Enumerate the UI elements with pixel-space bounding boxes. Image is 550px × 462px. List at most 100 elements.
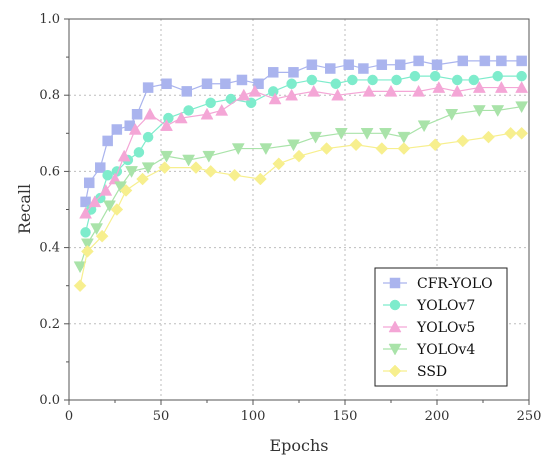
data-point xyxy=(409,70,421,82)
data-point xyxy=(268,92,282,105)
data-point xyxy=(334,128,348,140)
x-tick-label: 0 xyxy=(65,409,73,424)
data-point xyxy=(431,59,443,70)
y-tick-label: 0.8 xyxy=(39,88,60,103)
data-point xyxy=(183,105,194,116)
series-line xyxy=(84,60,522,202)
data-point xyxy=(237,88,251,101)
data-point xyxy=(292,149,306,163)
data-point xyxy=(200,107,214,120)
data-point xyxy=(158,161,172,174)
data-point xyxy=(131,109,143,120)
data-point xyxy=(450,84,464,97)
data-point xyxy=(133,147,145,158)
legend-label: YOLOv5 xyxy=(416,320,475,336)
data-point xyxy=(163,112,174,124)
data-point xyxy=(391,74,402,86)
x-axis-label: Epochs xyxy=(269,436,328,455)
legend-item: YOLOv4 xyxy=(383,342,475,358)
data-point xyxy=(394,59,406,70)
data-point xyxy=(472,81,486,93)
data-point xyxy=(432,81,446,93)
series-layer xyxy=(73,55,529,293)
data-point xyxy=(306,74,318,86)
series-ssd xyxy=(73,126,528,293)
data-point xyxy=(108,172,122,185)
data-point xyxy=(504,126,517,140)
y-tick-label: 1.0 xyxy=(39,12,60,27)
data-point xyxy=(320,142,333,155)
data-point xyxy=(81,245,94,258)
data-point xyxy=(79,206,92,219)
series-yolov5 xyxy=(79,81,529,219)
data-point xyxy=(125,166,138,178)
data-point xyxy=(358,63,369,74)
data-point xyxy=(272,157,286,171)
data-point xyxy=(397,131,411,144)
data-point xyxy=(161,78,172,90)
data-point xyxy=(479,55,491,67)
data-point xyxy=(254,172,267,186)
data-point xyxy=(367,74,378,86)
legend-item: CFR-YOLO xyxy=(383,276,493,292)
data-point xyxy=(285,88,299,101)
data-point xyxy=(516,70,527,82)
data-point xyxy=(88,195,102,208)
data-point xyxy=(225,93,237,105)
data-point xyxy=(80,238,94,251)
legend-label: CFR-YOLO xyxy=(417,276,493,292)
x-tick-label: 50 xyxy=(153,409,170,424)
data-point xyxy=(496,55,507,67)
legend-label: SSD xyxy=(417,364,447,380)
data-point xyxy=(306,59,318,70)
data-point xyxy=(143,107,157,120)
data-point xyxy=(83,177,95,189)
data-point xyxy=(516,55,527,67)
legend-label: YOLOv4 xyxy=(416,342,475,358)
data-point xyxy=(95,229,109,243)
data-point xyxy=(482,130,495,144)
data-point xyxy=(90,223,104,236)
legend-marker xyxy=(389,277,401,289)
data-point xyxy=(119,184,133,197)
data-point xyxy=(102,169,113,181)
data-point xyxy=(515,126,528,140)
legend: CFR-YOLO YOLOv7 YOLOv5 YOLOv4 SSD xyxy=(374,267,508,387)
y-tick-label: 0.0 xyxy=(39,393,60,408)
data-point xyxy=(413,55,424,67)
data-point xyxy=(202,150,216,163)
legend-item: YOLOv5 xyxy=(383,320,475,336)
data-point xyxy=(379,128,392,140)
x-tick-label: 100 xyxy=(241,409,266,424)
data-point xyxy=(160,119,173,131)
data-point xyxy=(331,88,345,101)
data-point xyxy=(494,81,508,93)
data-point xyxy=(417,120,431,133)
data-point xyxy=(267,86,279,97)
data-point xyxy=(267,67,279,78)
data-point xyxy=(515,81,529,93)
data-point xyxy=(362,84,376,97)
x-tick-label: 150 xyxy=(333,409,358,424)
data-point xyxy=(347,74,358,86)
data-point xyxy=(228,168,241,182)
y-tick-label: 0.4 xyxy=(39,241,60,256)
data-point xyxy=(205,97,216,109)
data-point xyxy=(287,139,300,152)
data-point xyxy=(397,142,411,155)
data-point xyxy=(330,78,342,90)
data-point xyxy=(73,261,87,274)
data-point xyxy=(110,203,124,216)
series-cfr-yolo xyxy=(80,55,527,208)
data-point xyxy=(309,131,322,144)
data-point xyxy=(286,78,297,90)
y-tick-label: 0.6 xyxy=(39,164,60,179)
data-point xyxy=(80,227,91,238)
data-point xyxy=(375,142,389,155)
legend-item: YOLOv7 xyxy=(383,298,475,314)
data-point xyxy=(457,55,469,67)
y-tick-label: 0.2 xyxy=(39,317,60,332)
data-point xyxy=(189,161,203,174)
axes: 0 50 100 150 200 250 0.0 0.2 0.4 0.6 0.8 1.0 xyxy=(39,12,541,424)
